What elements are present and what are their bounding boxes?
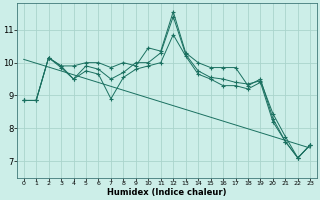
X-axis label: Humidex (Indice chaleur): Humidex (Indice chaleur)	[107, 188, 227, 197]
